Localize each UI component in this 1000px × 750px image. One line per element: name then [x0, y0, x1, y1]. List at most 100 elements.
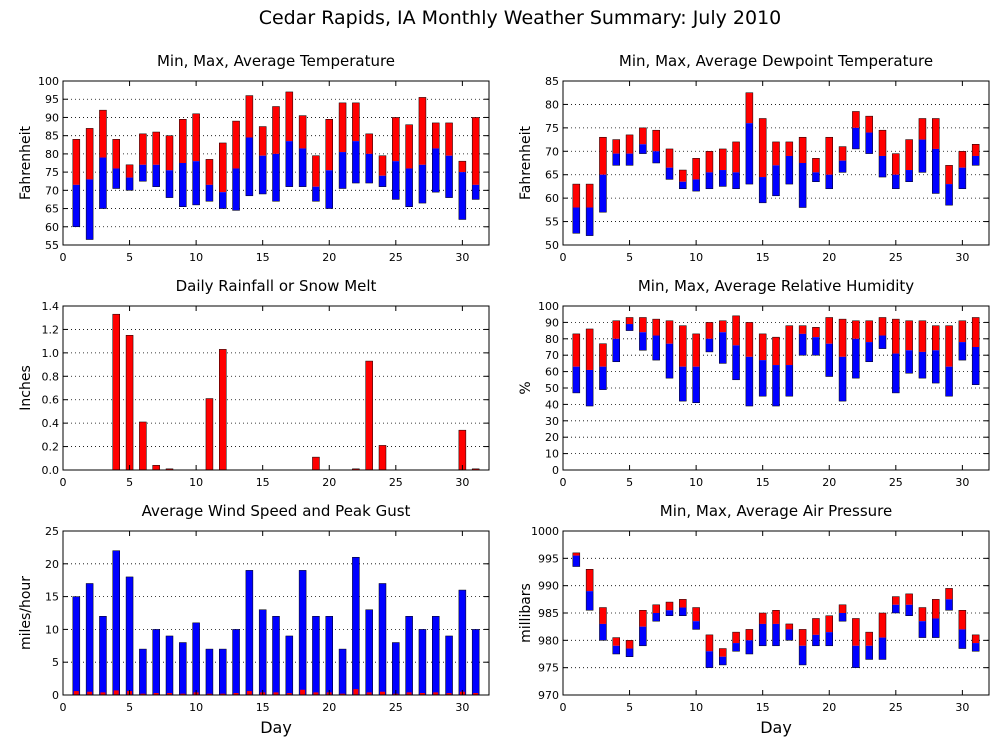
- bar-min-to-avg: [705, 172, 713, 189]
- bar-outline: [665, 148, 674, 180]
- bar-series-1: [152, 629, 160, 696]
- bar-avg-to-max: [379, 155, 386, 176]
- bar-outline: [572, 552, 581, 567]
- bar-min-to-avg: [139, 164, 147, 182]
- bar-avg-to-max: [799, 629, 807, 646]
- bar-outline: [892, 318, 900, 394]
- bar-value: [152, 465, 160, 471]
- y-tick-label: 1.0: [42, 347, 60, 360]
- bar-outline: [85, 128, 94, 240]
- bar-avg-to-max: [126, 164, 134, 178]
- bar-outline: [705, 322, 714, 353]
- bar-outline: [758, 612, 767, 647]
- bar-outline: [719, 648, 727, 666]
- bars: [72, 91, 480, 240]
- bar-outline: [192, 113, 200, 206]
- x-tick-label: 20: [822, 251, 836, 264]
- bar-outline: [165, 135, 174, 198]
- bar-min-to-avg: [126, 177, 134, 191]
- bar-avg-to-max: [245, 95, 253, 138]
- x-tick-label: 25: [889, 701, 903, 714]
- x-axis-label: Day: [260, 718, 292, 737]
- bar-outline: [639, 610, 647, 647]
- bar-avg-to-max: [586, 184, 594, 208]
- bar-avg-to-max: [892, 319, 900, 354]
- bar-avg-to-max: [472, 117, 480, 185]
- bar-avg-to-max: [865, 632, 873, 646]
- x-tick-label: 10: [689, 701, 703, 714]
- y-tick-label: 60: [45, 221, 59, 234]
- bar-min-to-avg: [652, 151, 660, 163]
- y-tick-label: 70: [545, 145, 559, 158]
- bar-outline: [838, 146, 847, 173]
- bar-min-to-avg: [812, 634, 820, 646]
- bar-min-to-avg: [679, 366, 687, 402]
- x-tick-label: 5: [126, 701, 133, 714]
- bar-avg-to-max: [785, 623, 793, 630]
- bar-min-to-avg: [572, 207, 580, 234]
- bar-avg-to-max: [945, 588, 953, 600]
- bar-series-2: [340, 693, 346, 695]
- y-tick-label: 40: [545, 398, 559, 411]
- bar-avg-to-max: [599, 343, 607, 367]
- bar-outline: [585, 328, 594, 407]
- bar-series-1: [205, 648, 214, 696]
- bar-outline: [99, 109, 107, 209]
- bar-min-to-avg: [652, 335, 660, 361]
- bar-outline: [785, 141, 794, 185]
- bar-min-to-avg: [892, 174, 900, 189]
- bar-outline: [405, 124, 413, 207]
- bar-avg-to-max: [705, 634, 713, 652]
- x-tick-label: 30: [455, 701, 469, 714]
- y-tick-label: 1000: [531, 525, 559, 538]
- bar-series-2: [446, 693, 452, 695]
- bar-avg-to-max: [652, 130, 660, 152]
- bar-avg-to-max: [639, 317, 647, 333]
- bar-avg-to-max: [759, 613, 767, 624]
- bar-min-to-avg: [639, 144, 647, 154]
- bar-outline: [612, 320, 620, 363]
- bar-min-to-avg: [245, 137, 253, 196]
- bar-min-to-avg: [745, 640, 753, 654]
- bar-min-to-avg: [259, 155, 267, 194]
- bar-outline: [585, 183, 594, 236]
- x-tick-label: 5: [126, 251, 133, 264]
- bar-avg-to-max: [325, 119, 333, 171]
- bar-series-2: [233, 693, 239, 695]
- y-tick-label: 55: [545, 216, 559, 229]
- bars: [572, 315, 980, 407]
- bar-min-to-avg: [879, 637, 886, 660]
- bar-min-to-avg: [905, 170, 913, 182]
- bar-min-to-avg: [932, 618, 940, 638]
- bar-min-to-avg: [365, 153, 373, 184]
- x-tick-label: 20: [322, 476, 336, 489]
- bar-min-to-avg: [99, 157, 107, 209]
- bar-min-to-avg: [865, 645, 873, 660]
- bar-avg-to-max: [705, 151, 713, 173]
- bar-avg-to-max: [626, 317, 634, 325]
- bar-outline: [732, 141, 740, 190]
- bar-avg-to-max: [232, 121, 240, 169]
- bar-outline: [852, 320, 860, 379]
- bar-avg-to-max: [639, 610, 647, 627]
- bar-min-to-avg: [905, 604, 913, 616]
- y-tick-label: 100: [38, 75, 59, 88]
- bar-avg-to-max: [612, 139, 620, 154]
- bar-min-to-avg: [666, 343, 673, 379]
- bar-outline: [378, 155, 387, 187]
- x-tick-label: 5: [626, 701, 633, 714]
- bar-outline: [219, 142, 227, 209]
- bar-min-to-avg: [719, 332, 727, 364]
- bar-value: [365, 360, 373, 471]
- bar-min-to-avg: [932, 148, 940, 194]
- y-tick-label: 990: [538, 580, 559, 593]
- bar-avg-to-max: [418, 97, 426, 165]
- bar-outline: [905, 320, 913, 374]
- bar-min-to-avg: [732, 172, 740, 189]
- bar-min-to-avg: [192, 161, 200, 205]
- y-tick-label: 95: [45, 93, 59, 106]
- bar-outline: [932, 325, 940, 384]
- bar-outline: [625, 317, 634, 331]
- bar-series-2: [473, 693, 479, 695]
- bar-min-to-avg: [705, 338, 713, 352]
